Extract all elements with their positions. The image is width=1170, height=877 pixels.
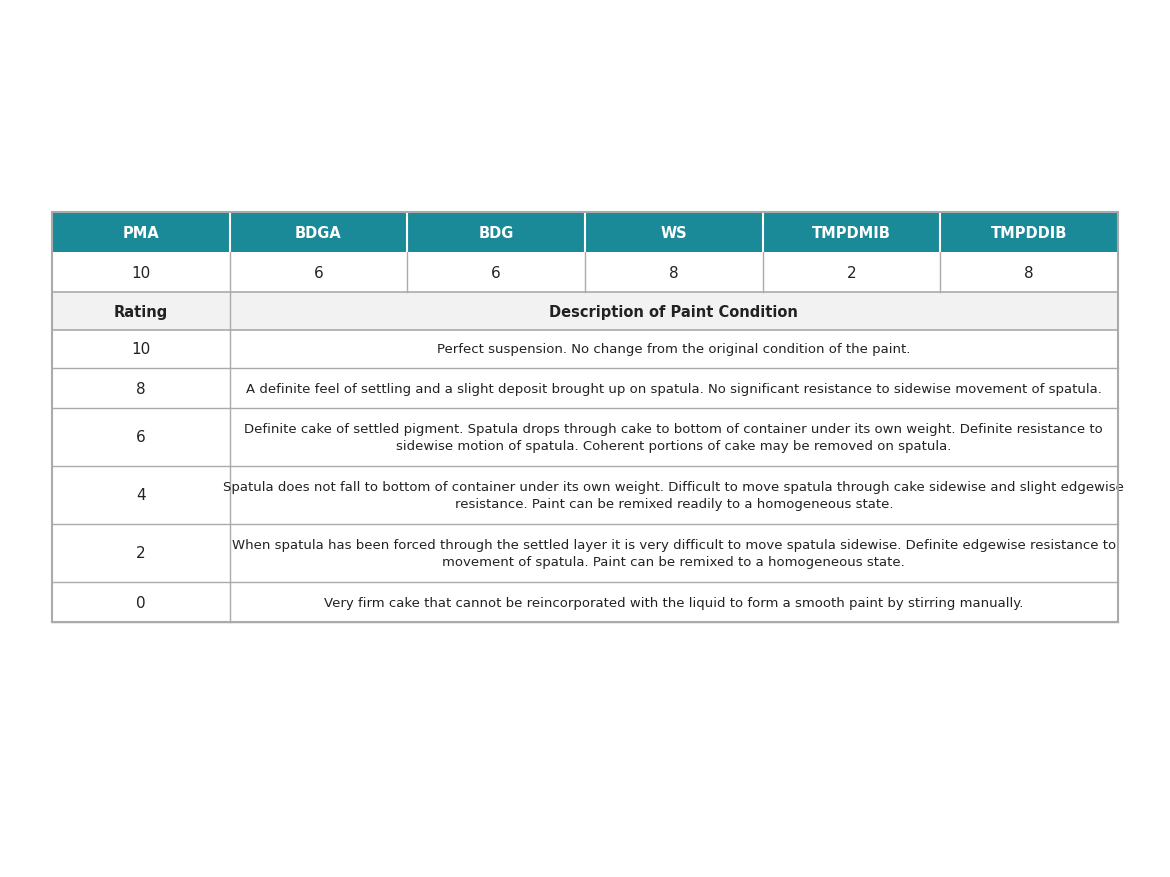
Bar (51, 213, 1119, 623)
Text: 6: 6 (136, 430, 146, 445)
Text: Very firm cake that cannot be reincorporated with the liquid to form a smooth pa: Very firm cake that cannot be reincorpor… (324, 595, 1024, 609)
Text: 2: 2 (136, 545, 145, 561)
Text: 6: 6 (314, 265, 323, 280)
Bar (941, 213, 1119, 253)
Bar (51, 293, 1119, 331)
Text: PMA: PMA (123, 225, 159, 240)
Bar (51, 467, 1119, 524)
Text: 8: 8 (669, 265, 679, 280)
Bar (763, 213, 941, 253)
Bar (407, 213, 585, 253)
Text: TMPDMIB: TMPDMIB (812, 225, 890, 240)
Bar (229, 213, 407, 253)
Bar (51, 213, 229, 253)
Bar (51, 253, 1119, 293)
Text: Description of Paint Condition: Description of Paint Condition (550, 304, 798, 319)
Text: WS: WS (661, 225, 687, 240)
Text: TMPDDIB: TMPDDIB (991, 225, 1067, 240)
Text: 10: 10 (131, 265, 151, 280)
Text: BDG: BDG (479, 225, 514, 240)
Text: Definite cake of settled pigment. Spatula drops through cake to bottom of contai: Definite cake of settled pigment. Spatul… (245, 423, 1103, 453)
Bar (51, 331, 1119, 368)
Bar (585, 213, 763, 253)
Text: When spatula has been forced through the settled layer it is very difficult to m: When spatula has been forced through the… (232, 538, 1116, 568)
Bar (51, 409, 1119, 467)
Bar (51, 582, 1119, 623)
Text: 2: 2 (847, 265, 856, 280)
Text: Rating: Rating (113, 304, 168, 319)
Bar (51, 524, 1119, 582)
Text: Spatula does not fall to bottom of container under its own weight. Difficult to : Spatula does not fall to bottom of conta… (223, 481, 1124, 510)
Text: A definite feel of settling and a slight deposit brought up on spatula. No signi: A definite feel of settling and a slight… (246, 382, 1102, 395)
Text: 8: 8 (136, 381, 145, 396)
Text: 0: 0 (136, 595, 145, 610)
Text: BDGA: BDGA (295, 225, 342, 240)
Text: 4: 4 (136, 488, 145, 503)
Text: 10: 10 (131, 342, 151, 357)
Text: 6: 6 (491, 265, 501, 280)
Text: 8: 8 (1025, 265, 1034, 280)
Text: Perfect suspension. No change from the original condition of the paint.: Perfect suspension. No change from the o… (438, 343, 910, 356)
Bar (51, 368, 1119, 409)
